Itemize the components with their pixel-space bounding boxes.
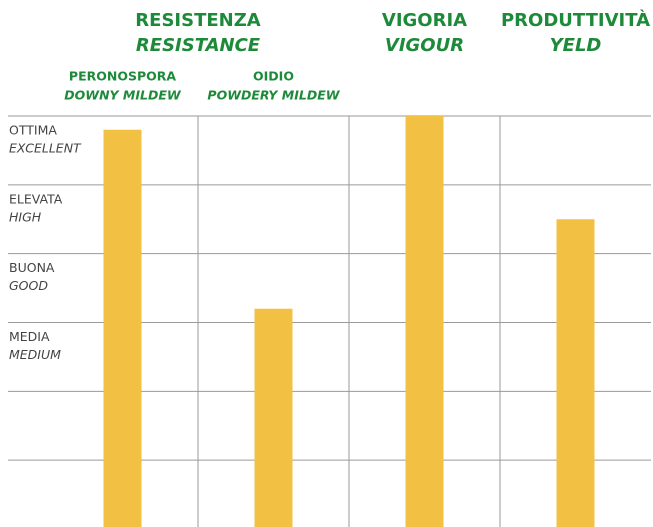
category-label-en: POWDERY MILDEW	[207, 88, 340, 103]
bar	[254, 308, 293, 527]
category-label-en: DOWNY MILDEW	[64, 88, 182, 103]
bar	[103, 129, 142, 527]
level-label-en: MEDIUM	[9, 347, 61, 362]
level-label-en: EXCELLENT	[9, 141, 82, 156]
group-title: VIGORIA	[382, 10, 467, 31]
group-title: RESISTENZA	[135, 10, 260, 31]
category-label: PERONOSPORA	[69, 69, 176, 84]
level-label: ELEVATA	[9, 191, 63, 206]
bar	[405, 116, 444, 527]
category-label: OIDIO	[253, 69, 294, 84]
group-title-en: YELD	[550, 35, 602, 56]
level-label: BUONA	[9, 260, 55, 275]
level-label: MEDIA	[9, 329, 50, 344]
level-label: OTTIMA	[9, 123, 57, 138]
group-title-en: RESISTANCE	[136, 35, 261, 56]
bar	[556, 219, 595, 527]
level-label-en: HIGH	[9, 209, 42, 224]
level-label-en: GOOD	[9, 278, 48, 293]
group-title: PRODUTTIVITÀ	[501, 9, 650, 31]
group-title-en: VIGOUR	[385, 35, 464, 56]
